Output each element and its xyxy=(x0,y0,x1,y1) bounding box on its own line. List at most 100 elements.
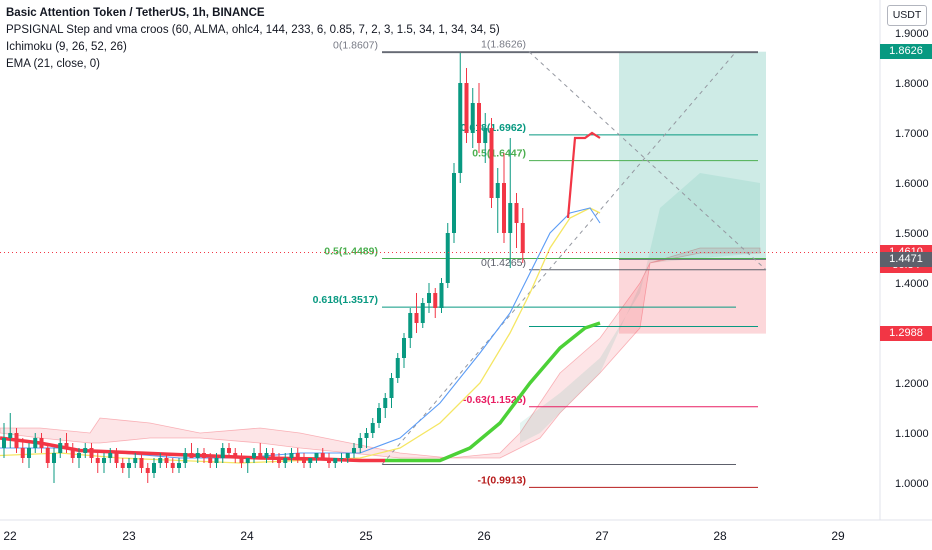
x-tick-label: 27 xyxy=(595,529,609,543)
candle-body xyxy=(189,453,194,458)
candle-body xyxy=(70,448,75,458)
candle-body xyxy=(277,458,281,463)
y-tick-label: 1.1000 xyxy=(895,428,929,440)
candle-body xyxy=(339,458,344,459)
candle-body xyxy=(345,453,350,458)
candle-body xyxy=(58,443,63,453)
candle-body xyxy=(389,378,394,398)
candle-body xyxy=(114,453,119,463)
x-tick-label: 23 xyxy=(122,529,136,543)
candle-body xyxy=(427,293,431,303)
candle-body xyxy=(289,453,294,458)
candle-body xyxy=(127,463,131,468)
fib-label: 0.5(1.4489) xyxy=(324,246,378,258)
candle-body xyxy=(2,438,6,448)
candle-body xyxy=(195,453,200,458)
y-tick-label: 1.7000 xyxy=(895,128,929,140)
candle-body xyxy=(364,433,369,438)
ema-series xyxy=(0,207,601,464)
candle-body xyxy=(227,448,231,453)
candle-body xyxy=(152,463,156,473)
price-tag: 1.8626 xyxy=(880,44,932,60)
candle-body xyxy=(108,453,113,458)
candle-body xyxy=(133,458,138,463)
ema-line xyxy=(0,207,601,464)
y-tick-label: 1.2000 xyxy=(895,378,929,390)
candle-body xyxy=(233,453,238,458)
symbol-title[interactable]: Basic Attention Token / TetherUS, 1h, BI… xyxy=(6,7,265,19)
candle-body xyxy=(95,458,100,463)
candle-body xyxy=(370,423,375,433)
candle-body xyxy=(270,453,275,458)
indicator-ppsignal-label[interactable]: PPSIGNAL Step and vma croos (60, ALMA, o… xyxy=(6,24,500,36)
candle-body xyxy=(177,463,181,468)
candle-body xyxy=(414,313,419,323)
candle-body xyxy=(83,448,88,453)
indicator-ema-label[interactable]: EMA (21, close, 0) xyxy=(6,58,100,70)
candle-body xyxy=(220,448,225,458)
candle-body xyxy=(8,433,13,438)
candle-body xyxy=(283,458,288,463)
candle-body xyxy=(333,458,338,463)
candle-body xyxy=(33,438,38,448)
price-tag: 1.2988 xyxy=(880,326,932,342)
y-tick-label: 1.6000 xyxy=(895,178,929,190)
candle-body xyxy=(495,183,500,198)
currency-button[interactable]: USDT xyxy=(887,5,927,26)
fib-label: 0.618(1.3517) xyxy=(313,294,378,306)
candle-body xyxy=(77,453,81,458)
candle-body xyxy=(214,458,219,463)
candle-body xyxy=(395,358,400,378)
candle-body xyxy=(170,463,175,468)
candle-body xyxy=(145,468,150,473)
position-profit-zone xyxy=(619,51,766,260)
ppsignal-bearish xyxy=(0,436,385,463)
candle-body xyxy=(327,458,331,463)
trend-diagonal xyxy=(528,51,767,271)
candle-body xyxy=(508,203,513,233)
y-tick-label: 1.4000 xyxy=(895,278,929,290)
candle-body xyxy=(402,338,406,358)
candlestick-series xyxy=(2,53,525,483)
candle-body xyxy=(502,183,506,233)
candle-body xyxy=(439,283,444,308)
candle-body xyxy=(295,453,300,458)
candle-body xyxy=(89,448,94,458)
indicator-ichimoku-label[interactable]: Ichimoku (9, 26, 52, 26) xyxy=(6,41,127,53)
trend-diagonal xyxy=(381,51,737,465)
position-loss-zone xyxy=(619,259,766,334)
candle-body xyxy=(208,458,213,463)
long-position-tool[interactable] xyxy=(619,51,766,334)
candle-body xyxy=(352,448,356,453)
y-tick-label: 1.0000 xyxy=(895,478,929,490)
candle-body xyxy=(102,458,106,463)
ppsignal-signal xyxy=(566,131,601,219)
candle-body xyxy=(470,103,475,133)
candle-body xyxy=(377,408,381,423)
fib-label: 0(1.8607) xyxy=(333,40,378,52)
candle-body xyxy=(358,438,363,448)
candle-body xyxy=(14,433,19,448)
fib-label: -1(0.9913) xyxy=(478,474,526,486)
x-tick-label: 25 xyxy=(359,529,373,543)
fib-label: 1(1.8626) xyxy=(481,39,526,51)
candle-body xyxy=(239,458,244,463)
time-axis[interactable]: 22 23 24 25 26 27 28 29 xyxy=(3,529,845,543)
candle-body xyxy=(139,458,144,468)
y-tick-label: 1.8000 xyxy=(895,78,929,90)
candle-body xyxy=(302,458,306,463)
fib-label: 0(1.4265) xyxy=(481,257,526,269)
candle-body xyxy=(408,313,413,338)
candle-body xyxy=(433,293,438,308)
x-tick-label: 26 xyxy=(477,529,491,543)
x-tick-label: 24 xyxy=(240,529,254,543)
candle-body xyxy=(183,453,188,463)
fib-label: 0.618(1.6962) xyxy=(461,122,526,134)
candle-body xyxy=(64,443,69,448)
candle-body xyxy=(245,458,250,463)
candle-body xyxy=(483,128,488,143)
candle-body xyxy=(314,453,319,458)
candle-body xyxy=(52,453,56,463)
chart-legend: Basic Attention Token / TetherUS, 1h, BI… xyxy=(6,5,500,73)
